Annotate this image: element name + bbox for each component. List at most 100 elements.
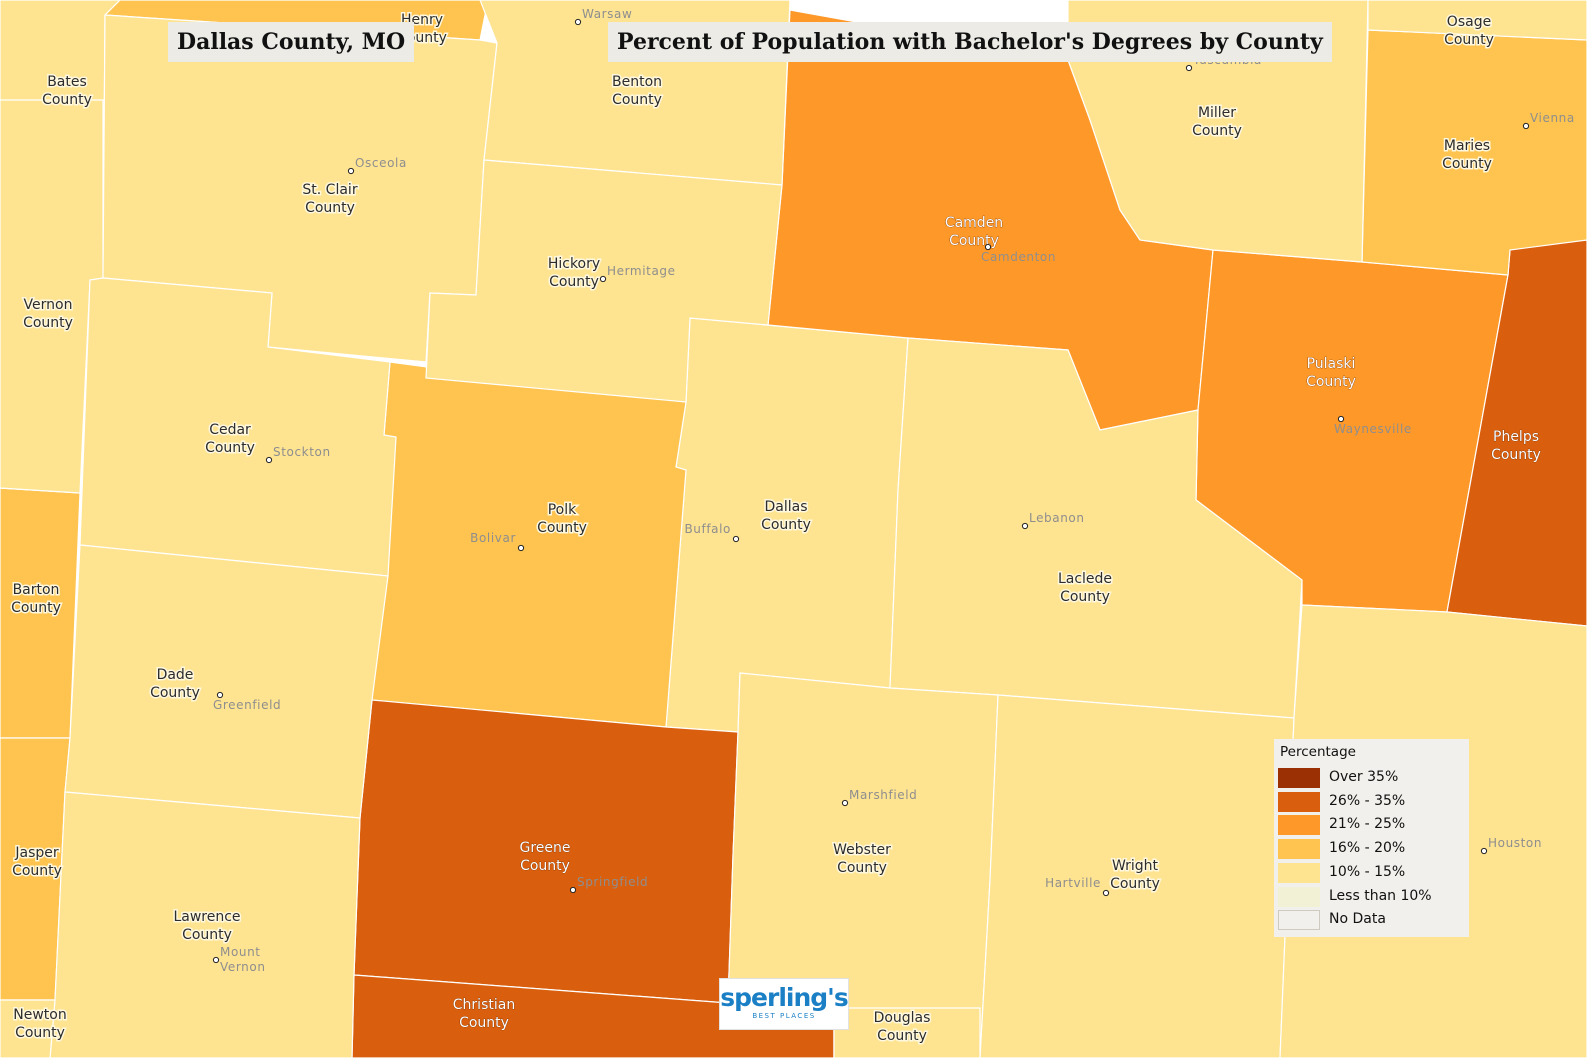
legend-swatch	[1278, 791, 1320, 812]
county-webster[interactable]	[727, 672, 999, 1058]
city-marker	[1021, 522, 1029, 530]
city-label: Lebanon	[1029, 511, 1085, 525]
city-springfield: Springfield	[569, 875, 648, 894]
city-mount-vernon: Mount Vernon	[212, 945, 265, 974]
county-osage[interactable]	[1367, 0, 1587, 41]
county-label-bates: Bates County	[42, 74, 92, 108]
city-marker	[1337, 415, 1345, 423]
county-polk[interactable]	[371, 361, 687, 728]
city-marker	[265, 456, 273, 464]
city-label: Springfield	[577, 875, 648, 889]
city-stockton: Stockton	[265, 445, 331, 464]
county-label-newton: Newton County	[13, 1007, 66, 1041]
logo-wordmark: sperling's	[720, 983, 848, 1012]
county-label-miller: Miller County	[1192, 105, 1242, 139]
legend-label: Less than 10%	[1329, 887, 1432, 904]
legend-swatch	[1278, 815, 1320, 836]
city-marker	[732, 535, 740, 543]
sperlings-logo[interactable]: sperling's BEST PLACES	[719, 978, 849, 1030]
city-marker	[216, 691, 224, 699]
legend-label: No Data	[1329, 911, 1386, 928]
legend-item: 21% - 25%	[1278, 813, 1464, 836]
legend-swatch	[1278, 910, 1320, 931]
county-newton[interactable]	[0, 999, 56, 1058]
county-lawrence[interactable]	[49, 791, 361, 1058]
city-label: Waynesville	[1334, 422, 1412, 436]
map-legend: Percentage Over 35% 26% - 35% 21% - 25% 16%…	[1274, 739, 1469, 937]
city-lebanon: Lebanon	[1021, 511, 1085, 530]
city-bolivar: Bolivar	[470, 531, 525, 552]
city-label: Marshfield	[849, 788, 917, 802]
county-label-wright: Wright County	[1110, 858, 1160, 892]
city-osceola: Osceola	[347, 156, 407, 175]
legend-label: Over 35%	[1329, 769, 1399, 785]
county-label-greene: Greene County	[519, 840, 570, 874]
legend-item: No Data	[1278, 908, 1464, 931]
county-laclede[interactable]	[889, 337, 1303, 719]
city-marker	[1522, 122, 1530, 130]
city-buffalo: Buffalo	[684, 522, 740, 543]
legend-item: Less than 10%	[1278, 885, 1464, 907]
city-label: Osceola	[355, 156, 407, 170]
city-label: Buffalo	[684, 522, 731, 536]
legend-label: 26% - 35%	[1329, 792, 1406, 809]
legend-item: 16% - 20%	[1278, 837, 1464, 860]
city-houston: Houston	[1480, 836, 1542, 855]
county-label-laclede: Laclede County	[1058, 571, 1112, 605]
county-miller[interactable]	[1067, 0, 1369, 263]
city-label: Hermitage	[607, 264, 676, 278]
page-title: Dallas County, MO	[168, 22, 415, 62]
county-label-dade: Dade County	[150, 667, 200, 701]
county-cedar[interactable]	[79, 277, 397, 577]
city-marker	[517, 544, 525, 552]
county-label-benton: Benton County	[612, 74, 662, 108]
city-marker	[1185, 64, 1193, 72]
city-marker	[574, 18, 582, 26]
city-marker	[984, 243, 992, 251]
city-marker	[212, 956, 220, 964]
legend-label: 21% - 25%	[1329, 816, 1406, 833]
county-douglas[interactable]	[833, 1007, 981, 1058]
city-label: Camdenton	[981, 250, 1056, 264]
city-label: Greenfield	[213, 698, 281, 712]
county-label-osage: Osage County	[1444, 14, 1494, 48]
county-label-dallas: Dallas County	[761, 499, 811, 533]
county-label-polk: Polk County	[537, 502, 587, 536]
county-label-barton: Barton County	[11, 582, 61, 616]
city-label: Bolivar	[470, 531, 516, 545]
city-label: Vienna	[1530, 111, 1575, 125]
city-hartville: Hartville	[1045, 876, 1110, 897]
city-marker	[841, 799, 849, 807]
county-dade[interactable]	[64, 544, 389, 819]
city-label: Hartville	[1045, 876, 1101, 890]
county-label-webster: Webster County	[833, 842, 891, 876]
county-label-st-clair: St. Clair County	[302, 182, 357, 216]
county-label-maries: Maries County	[1442, 138, 1492, 172]
city-label: Houston	[1488, 836, 1542, 850]
city-waynesville: Waynesville	[1334, 415, 1412, 436]
city-label: Stockton	[273, 445, 331, 459]
county-label-lawrence: Lawrence County	[173, 909, 240, 943]
logo-tagline: BEST PLACES	[752, 1012, 816, 1020]
city-marker	[347, 167, 355, 175]
city-marker	[599, 275, 607, 283]
city-hermitage: Hermitage	[599, 264, 676, 283]
legend-label: 10% - 15%	[1329, 863, 1406, 880]
city-camdenton: Camdenton	[981, 243, 1056, 264]
city-greenfield: Greenfield	[213, 691, 281, 712]
city-marker	[1480, 847, 1488, 855]
city-marker	[1102, 889, 1110, 897]
city-marshfield: Marshfield	[841, 788, 917, 807]
county-label-christian: Christian County	[453, 997, 515, 1031]
county-label-pulaski: Pulaski County	[1306, 356, 1356, 390]
legend-label: 16% - 20%	[1329, 840, 1406, 857]
county-wright[interactable]	[979, 694, 1295, 1058]
legend-swatch	[1278, 886, 1320, 907]
county-label-vernon: Vernon County	[23, 297, 73, 331]
chart-title: Percent of Population with Bachelor's De…	[608, 22, 1332, 62]
legend-item: 26% - 35%	[1278, 790, 1464, 812]
city-marker	[569, 886, 577, 894]
county-label-jasper: Jasper County	[12, 845, 62, 879]
city-label: Warsaw	[582, 7, 632, 21]
